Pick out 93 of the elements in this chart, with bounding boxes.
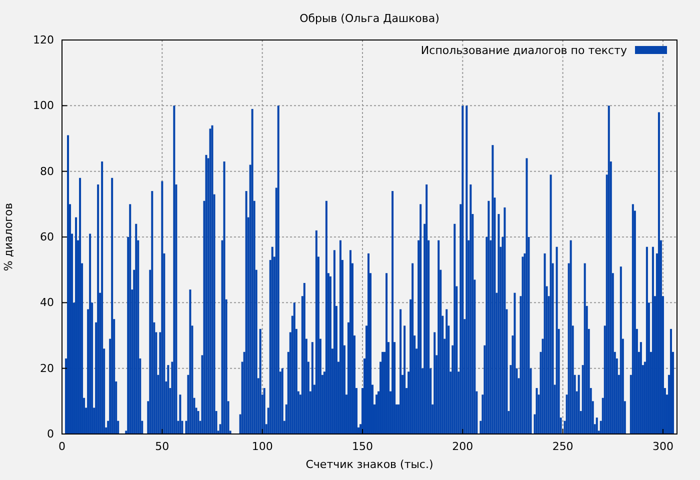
bar: [79, 178, 82, 434]
bar: [578, 374, 580, 434]
bar: [251, 108, 254, 434]
bar: [584, 263, 586, 434]
bar: [522, 256, 524, 434]
bar: [263, 388, 266, 434]
bar: [504, 207, 506, 434]
bar: [556, 246, 558, 434]
bar: [367, 253, 370, 434]
bar: [492, 145, 494, 434]
x-tick-label: 200: [452, 440, 474, 453]
y-tick-label: 40: [40, 296, 54, 310]
bar: [197, 411, 200, 434]
bar: [101, 161, 104, 434]
bar: [161, 181, 164, 434]
bar: [550, 174, 552, 434]
bar: [311, 342, 314, 434]
bar: [259, 328, 262, 434]
bar: [376, 394, 378, 434]
chart-title: Обрыв (Ольга Дашкова): [300, 12, 440, 25]
bar: [498, 214, 500, 434]
bar: [404, 326, 406, 434]
bar: [400, 309, 402, 434]
bar: [293, 302, 296, 434]
bar: [209, 128, 212, 434]
bar: [277, 106, 280, 434]
bar: [632, 204, 634, 434]
bar: [315, 230, 318, 434]
y-tick-label: 100: [33, 99, 54, 112]
bar: [67, 135, 70, 434]
bar: [205, 154, 208, 434]
bar: [526, 158, 528, 434]
x-axis-title: Счетчик знаков (тыс.): [306, 458, 434, 471]
bar: [620, 266, 622, 434]
bar: [652, 246, 654, 434]
bar: [271, 246, 274, 434]
bar: [151, 191, 154, 434]
bar: [386, 273, 388, 434]
bar: [434, 332, 436, 434]
bar: [179, 394, 182, 434]
x-tick-label: 100: [252, 440, 273, 453]
x-tick-label: 250: [552, 440, 574, 453]
bar: [646, 246, 648, 434]
bar: [544, 253, 546, 434]
bar: [462, 106, 464, 434]
bar: [488, 200, 490, 434]
bar: [135, 224, 138, 434]
bar: [670, 328, 672, 434]
bar: [640, 342, 642, 434]
bar: [426, 184, 428, 434]
bar: [339, 240, 342, 434]
bar: [596, 418, 598, 434]
y-tick-label: 60: [40, 230, 54, 244]
bar: [466, 106, 468, 434]
bar: [325, 200, 328, 434]
bar: [129, 204, 132, 434]
bar: [97, 184, 100, 434]
bar: [536, 388, 538, 434]
bar: [329, 276, 332, 434]
bar: [89, 234, 92, 434]
y-tick-label: 120: [33, 34, 54, 47]
x-tick-label: 50: [155, 440, 170, 453]
bar: [608, 106, 610, 434]
bar: [303, 282, 306, 434]
bar: [658, 112, 660, 434]
bar: [245, 191, 248, 434]
bar: [223, 161, 226, 434]
x-tick-label: 0: [58, 440, 66, 453]
bar: [570, 240, 572, 434]
bar: [420, 204, 422, 434]
bar: [470, 184, 472, 434]
bar: [446, 309, 448, 434]
bar: [514, 292, 516, 434]
bar: [281, 368, 284, 434]
bar: [392, 191, 394, 434]
bar: [333, 250, 336, 434]
bar: [454, 224, 456, 434]
bar: [211, 125, 214, 434]
y-axis-title: % диалогов: [2, 202, 15, 272]
bar: [438, 240, 440, 434]
y-tick-label: 0: [47, 428, 54, 441]
legend-label: Использование диалогов по тексту: [420, 44, 628, 57]
bar: [75, 217, 78, 434]
bar: [349, 250, 352, 434]
bar: [189, 290, 192, 434]
x-tick-label: 150: [352, 440, 373, 453]
bar: [111, 178, 114, 434]
bar: [173, 106, 176, 434]
bar: [167, 365, 170, 434]
bar: [412, 263, 414, 434]
x-tick-label: 300: [652, 440, 674, 453]
y-tick-label: 20: [40, 362, 54, 375]
y-tick-label: 80: [40, 164, 54, 178]
